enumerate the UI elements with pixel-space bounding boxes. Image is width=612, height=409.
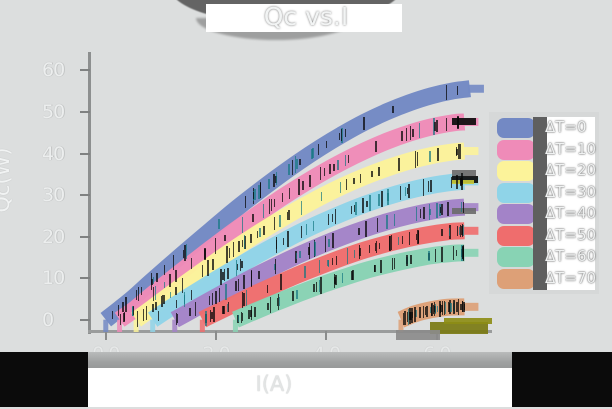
legend-item[interactable]: ΔT=70 [497,267,597,290]
legend-swatch [497,225,535,246]
y-tick-label: 10 [42,267,65,290]
legend-item[interactable]: ΔT=0 [497,117,597,139]
y-tick-label: 60 [42,59,65,82]
x-tick [215,331,218,340]
legend-item[interactable]: ΔT=40 [497,203,597,225]
legend-dark-artifact [533,181,549,204]
legend-item[interactable]: ΔT=50 [497,224,597,247]
legend-white-block [547,181,595,204]
legend-swatch [497,118,535,138]
legend-label: ΔT=30 [545,182,597,201]
chart-title: Qc vs.I [263,2,349,31]
legend-item[interactable]: ΔT=60 [497,246,597,268]
legend-label: ΔT=20 [545,161,597,179]
legend-label: ΔT=50 [545,225,597,244]
legend-label: ΔT=10 [545,139,597,158]
legend-white-block [547,224,595,247]
legend-dark-artifact [533,203,549,225]
legend-white-block [547,203,595,225]
legend-swatch [497,247,535,267]
y-tick [80,152,90,155]
y-tick-label: 30 [42,184,65,207]
legend-dark-artifact [533,224,549,247]
legend-swatch [497,139,535,160]
title-white-block [206,4,402,32]
x-axis-line [88,330,492,333]
y-tick [80,194,90,197]
y-tick-label: 50 [42,101,65,123]
y-tick-label: 20 [42,225,65,248]
bottom-white-block [86,368,512,407]
legend-label: ΔT=40 [545,204,597,222]
legend-label: ΔT=60 [545,247,597,265]
x-axis-title: I(A) [255,372,293,396]
y-tick-label: 0 [42,308,54,331]
legend-dark-artifact [533,138,549,161]
bottom-left-black [0,352,88,407]
legend-white-block [547,246,595,268]
legend-dark-artifact [533,246,549,268]
y-tick [80,277,90,280]
legend-item[interactable]: ΔT=10 [497,138,597,161]
legend-white-block [547,267,595,290]
legend-dark-artifact [533,117,549,139]
legend-dark-artifact [533,267,549,290]
legend-white-block [547,117,595,139]
legend-label: ΔT=70 [545,268,597,287]
legend-entries: ΔT=0 ΔT=10 ΔT=20 ΔT=30 ΔT=40 ΔT=50 ΔT=60 ΔT=70 [489,112,599,294]
legend-item[interactable]: ΔT=30 [497,181,597,204]
legend-swatch [497,161,535,181]
legend-swatch [497,204,535,224]
legend-swatch [497,182,535,203]
y-tick [80,318,90,321]
y-tick [80,111,90,113]
legend-label: ΔT=0 [545,118,587,136]
legend[interactable]: ΔT=0 ΔT=10 ΔT=20 ΔT=30 ΔT=40 ΔT=50 ΔT=60 ΔT=70 [489,112,599,294]
legend-dark-artifact [533,160,549,182]
y-axis-line [88,52,91,334]
y-tick [80,235,90,238]
x-tick [104,331,107,340]
series-band [198,222,479,332]
y-tick-label: 40 [42,142,65,165]
legend-white-block [547,160,595,182]
legend-item[interactable]: ΔT=20 [497,160,597,182]
series-band [232,244,479,332]
x-tick [325,331,328,340]
y-tick [80,69,90,72]
legend-white-block [547,138,595,161]
y-axis-title: Qc(W) [0,147,14,213]
bottom-right-black [512,352,612,407]
legend-swatch [497,268,535,289]
